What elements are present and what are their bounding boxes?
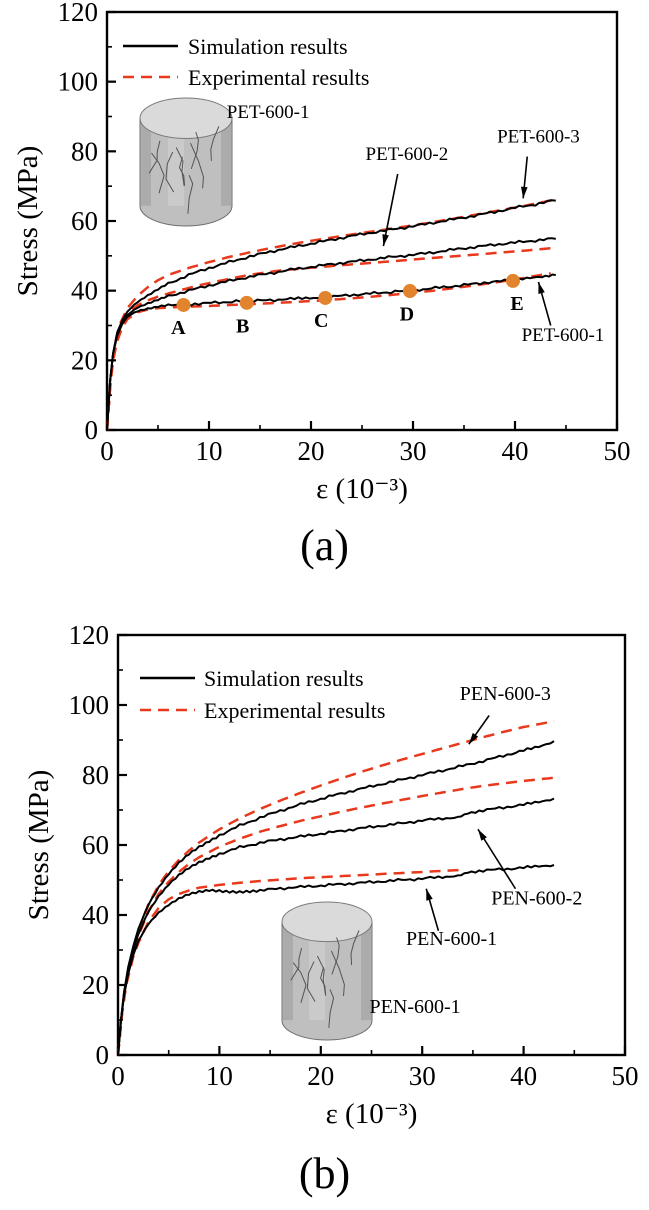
specimen-crack-line: [330, 950, 345, 996]
annotation-arrowhead: [382, 234, 389, 247]
specimen-crack-line: [165, 151, 175, 193]
stress-strain-chart-b: 0 10 20 30 40 50 0 20 40 60 80 100 120 ε (10⁻³) Stress…: [23, 620, 639, 1130]
annotation-pet-600-1: PET-600-1: [227, 102, 310, 123]
y-tick-label: 20: [82, 970, 109, 1000]
y-tick-label: 40: [82, 900, 109, 930]
annotation-arrowhead: [426, 888, 433, 901]
specimen-crack-line: [320, 966, 327, 996]
marker-label-b: B: [236, 315, 249, 337]
series-pet-600-2-experimental: [105, 246, 551, 431]
stress-strain-chart-a: 0 10 20 30 40 50 0 20 40 60 80 100 120 ε (10⁻³) Stress…: [12, 0, 631, 505]
annotation-arrowhead: [468, 732, 479, 745]
x-tick-label: 30: [400, 436, 427, 466]
x-axis-label: ε (10⁻³): [316, 473, 408, 505]
y-tick-label: 80: [82, 760, 109, 790]
specimen-crack-line: [175, 147, 185, 187]
series-pen-600-3-experimental: [116, 719, 555, 1056]
series-pet-600-3-simulation: [106, 199, 556, 431]
annotation-pet-600-2: PET-600-2: [366, 144, 449, 165]
y-tick-label: 40: [71, 276, 98, 306]
marker-label-d: D: [400, 303, 414, 325]
y-axis-label: Stress (MPa): [23, 770, 55, 921]
x-axis-label: ε (10⁻³): [326, 1098, 418, 1130]
specimen-crack-line: [316, 955, 326, 995]
y-tick-label: 0: [96, 1040, 110, 1070]
annotation-arrowhead: [521, 186, 528, 199]
specimen-crack-line: [187, 175, 194, 214]
y-tick-label: 120: [58, 0, 99, 27]
annotation-arrowhead: [477, 829, 487, 841]
y-tick-label: 80: [71, 136, 98, 166]
marker-label-e: E: [510, 293, 523, 315]
series-pen-600-2-simulation: [117, 797, 555, 1056]
caption-b: (b): [298, 1149, 351, 1198]
data-point-marker-d: [402, 284, 417, 299]
x-tick-label: 40: [510, 1061, 537, 1091]
marker-label-c: C: [314, 310, 328, 332]
specimen-crack-line: [151, 152, 165, 194]
legend-label: Experimental results: [188, 65, 369, 90]
series-pen-600-1-experimental: [116, 868, 463, 1056]
annotation-arrowhead: [538, 281, 545, 294]
annotation-pet-600-1: PET-600-1: [522, 325, 605, 346]
y-axis-label: Stress (MPa): [12, 146, 44, 297]
specimen-crack-line: [331, 937, 340, 975]
legend-label: Simulation results: [204, 666, 364, 691]
specimen-image: [139, 97, 233, 227]
y-tick-label: 60: [71, 206, 98, 236]
series-pen-600-2-experimental: [116, 776, 555, 1056]
specimen-crack-line: [190, 131, 199, 170]
specimen-crack-line: [178, 156, 186, 186]
y-tick-label: 0: [85, 415, 99, 445]
specimen-image: [281, 901, 373, 1041]
x-tick-label: 0: [111, 1061, 125, 1091]
marker-label-a: A: [171, 317, 186, 339]
data-point-marker-c: [318, 290, 333, 305]
annotation-arrow: [477, 828, 517, 890]
x-tick-label: 50: [604, 436, 631, 466]
annotation-pet-600-3: PET-600-3: [497, 127, 580, 148]
series-pet-600-3-experimental: [105, 198, 557, 431]
annotation-pen-600-2: PEN-600-2: [491, 888, 582, 910]
series-pet-600-2-simulation: [106, 237, 556, 431]
x-tick-label: 50: [612, 1061, 639, 1091]
specimen-crack-line: [350, 930, 360, 966]
annotation-pen-600-1: PEN-600-1: [370, 996, 461, 1018]
legend-label: Simulation results: [188, 34, 348, 59]
annotation-pen-600-1: PEN-600-1: [406, 928, 497, 950]
x-tick-label: 30: [409, 1061, 436, 1091]
x-tick-label: 40: [502, 436, 529, 466]
data-point-marker-e: [505, 273, 520, 288]
y-tick-label: 100: [69, 690, 110, 720]
x-tick-label: 20: [307, 1061, 334, 1091]
x-tick-label: 10: [206, 1061, 233, 1091]
specimen-crack-line: [292, 962, 307, 1003]
series-pen-600-1-simulation: [117, 864, 555, 1056]
data-point-marker-b: [239, 295, 254, 310]
specimen-crack-line: [190, 142, 205, 189]
annotation-pen-600-3: PEN-600-3: [460, 683, 551, 705]
annotation-arrow: [382, 173, 399, 247]
x-tick-label: 10: [196, 436, 223, 466]
y-tick-label: 20: [71, 345, 98, 375]
y-tick-label: 120: [69, 620, 110, 650]
caption-a: (a): [300, 521, 349, 570]
series-pen-600-3-simulation: [117, 740, 555, 1056]
specimen-crack-line: [290, 947, 303, 981]
specimen-crack-line: [148, 140, 161, 174]
specimen-crack-line: [210, 126, 220, 161]
specimen-crack-line: [306, 961, 316, 1002]
data-point-marker-a: [176, 297, 191, 312]
legend-label: Experimental results: [204, 698, 385, 723]
x-tick-label: 20: [298, 436, 325, 466]
x-tick-label: 0: [100, 436, 114, 466]
y-tick-label: 60: [82, 830, 109, 860]
specimen-crack-line: [328, 989, 335, 1028]
y-tick-label: 100: [58, 67, 99, 97]
